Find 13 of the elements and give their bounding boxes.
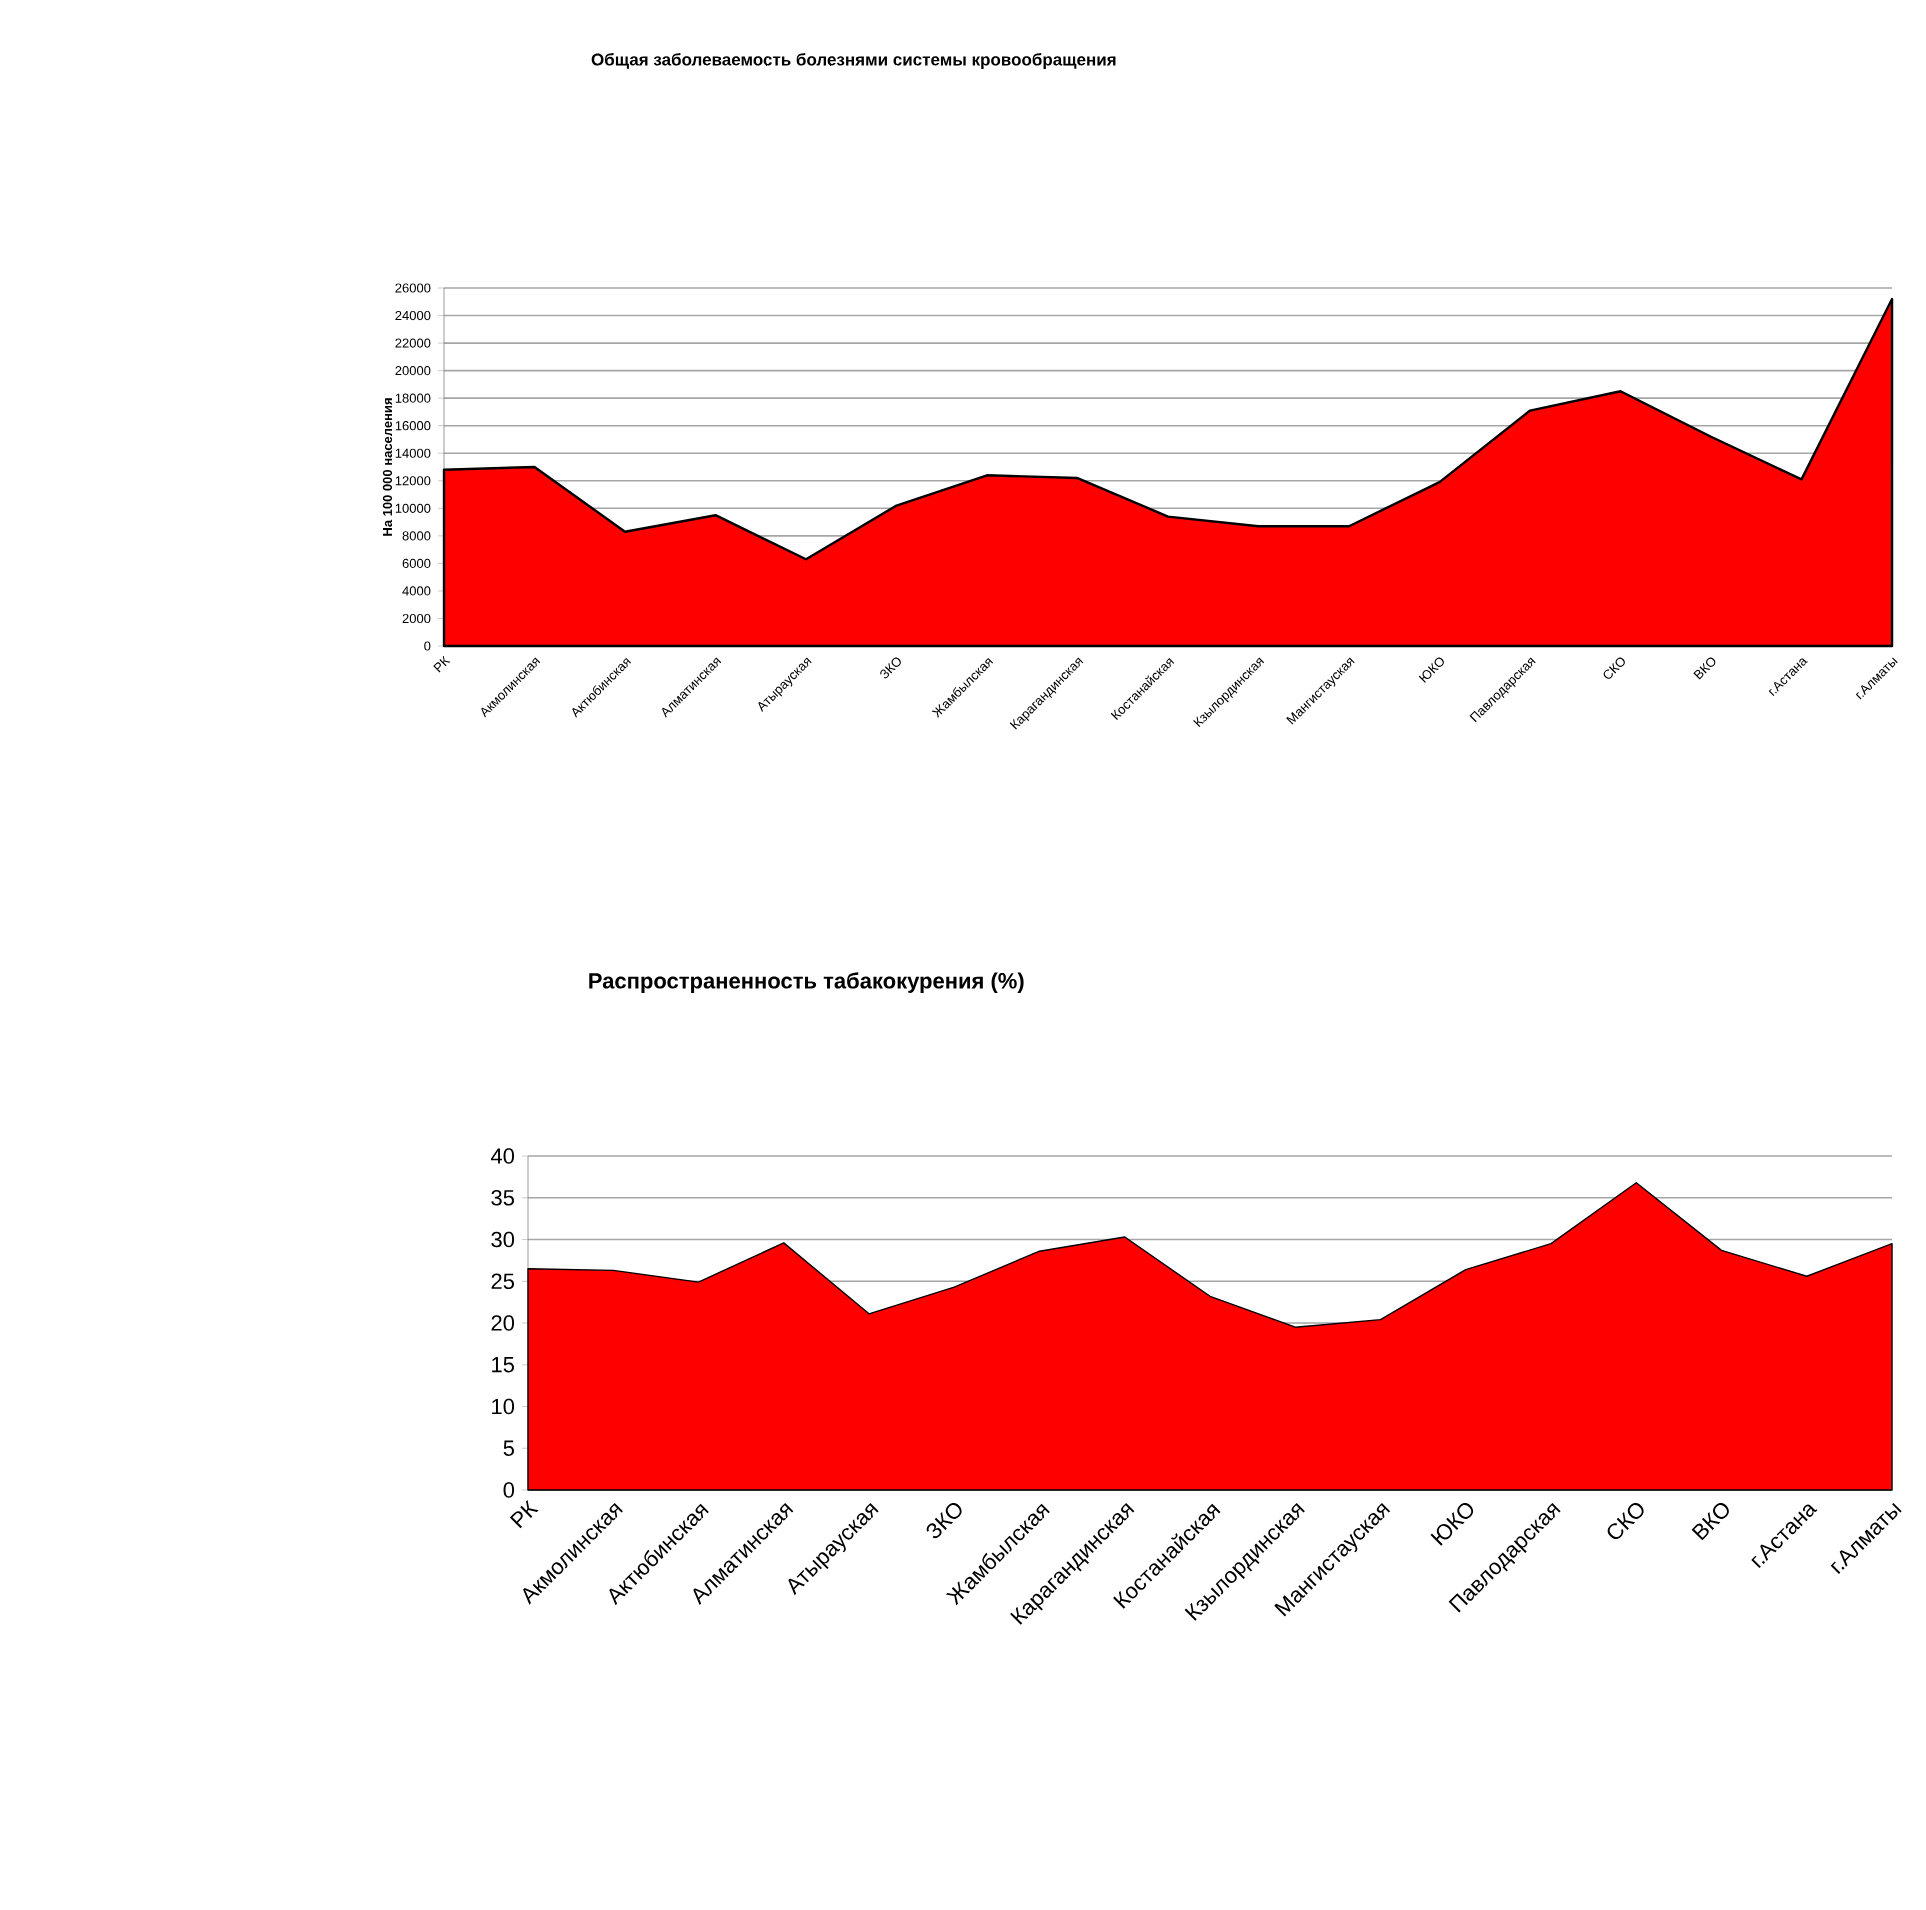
y-tick-label: 5 xyxy=(503,1440,514,1456)
y-tick-label: 15 xyxy=(492,1357,514,1373)
x-tick-label: ВКО xyxy=(1691,1502,1729,1541)
y-tick-label: 0 xyxy=(503,1482,515,1498)
x-tick-label: СКО xyxy=(1607,1503,1644,1540)
y-tick-label: 20 xyxy=(491,1315,515,1331)
y-tick-label: 30 xyxy=(491,1231,515,1248)
y-tick-label: 40 xyxy=(490,1148,515,1164)
y-tick-label: 35 xyxy=(491,1190,514,1206)
y-tick-label: 10 xyxy=(492,1398,515,1415)
y-tick-label: 25 xyxy=(491,1273,514,1290)
chart-title: Распространенность табакокурения (%) xyxy=(589,972,1024,993)
chart-title: Общая заболеваемость болезнями системы кровообращения xyxy=(591,52,1116,69)
